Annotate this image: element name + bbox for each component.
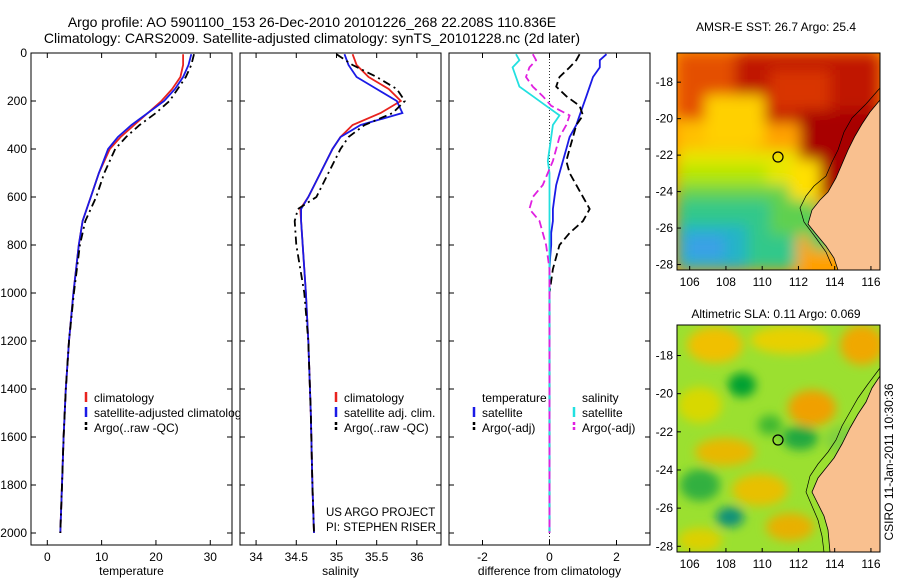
sla_map-ytick-label-0: -18 (656, 349, 674, 363)
salinity-xlabel: salinity (322, 564, 359, 578)
difference-xlabel: difference from climatology (478, 564, 621, 578)
sla_map-xtick-label-0: 106 (680, 557, 700, 571)
depth-tick-label-8: 1600 (0, 430, 27, 444)
sst_map-xtick-label-4: 114 (825, 275, 844, 289)
sst-map-land (807, 98, 881, 271)
sla-map-shelf-contour (805, 367, 881, 553)
temperature-xtick-label-3: 30 (204, 550, 218, 564)
sla_map-ytick-label-5: -28 (656, 539, 674, 553)
project-note-line1: US ARGO PROJECT (326, 507, 435, 519)
depth-tick-label-0: 0 (20, 46, 27, 60)
salinity-legend-label-0: climatology (344, 391, 404, 405)
sla-map-float-marker (772, 434, 784, 446)
sla_map-xtick-label-5: 116 (861, 557, 880, 571)
depth-tick-label-2: 400 (7, 142, 27, 156)
sst-map-shelf-contour (799, 87, 881, 267)
temperature-series-2 (59, 53, 195, 534)
figure-title-line1: Argo profile: AO 5901100_153 26-Dec-2010… (68, 14, 556, 30)
salinity-series-2 (293, 53, 406, 534)
salinity-xtick-label-2: 35 (330, 550, 344, 564)
temperature-frame (30, 52, 233, 546)
sst_map-xtick-label-0: 106 (680, 275, 700, 289)
temperature-legend-label-2: Argo(..raw -QC) (94, 421, 179, 435)
sla_map-ytick-label-4: -26 (656, 501, 674, 515)
difference-xtick-label-0: -2 (477, 550, 488, 564)
sla_map-xtick-label-1: 108 (716, 557, 736, 571)
diff-legend-title-left: temperature (482, 391, 547, 405)
temperature-legend-label-0: climatology (94, 391, 154, 405)
temperature-xtick-label-0: 0 (44, 550, 51, 564)
sla-map-land (811, 374, 881, 553)
depth-tick-label-6: 1200 (0, 334, 27, 348)
sst_map-ytick-label-4: -26 (656, 221, 674, 235)
temperature-panel: 0 10 20 30 temperature 0 200 400 600 800 1000 1200 1… (0, 46, 247, 578)
salinity-legend-label-2: Argo(..raw -QC) (344, 421, 429, 435)
credit-stamp: CSIRO 11-Jan-2011 10:30:36 (882, 383, 896, 540)
depth-tick-label-4: 800 (7, 238, 27, 252)
sst_map-xtick-label-3: 112 (789, 275, 808, 289)
depth-tick-label-10: 2000 (0, 526, 27, 540)
sla-map-frame (676, 324, 881, 553)
sst_map-ytick-label-0: -18 (656, 75, 674, 89)
sst_map-xtick-label-2: 110 (753, 275, 772, 289)
sla_map-xtick-label-3: 112 (789, 557, 808, 571)
sst_map-ytick-label-1: -20 (656, 112, 674, 126)
sla_map-xtick-label-2: 110 (753, 557, 772, 571)
temperature-plot-area (31, 53, 232, 545)
diff-legend-label-2: satellite (582, 406, 623, 420)
temperature-xlabel: temperature (99, 564, 164, 578)
sst_map-ytick-label-5: -28 (656, 258, 674, 272)
salinity-xtick-label-4: 36 (410, 550, 424, 564)
sst-map-float-marker (772, 151, 784, 163)
depth-tick-label-3: 600 (7, 190, 27, 204)
diff-legend-label-3: Argo(-adj) (582, 421, 635, 435)
temperature-xtick-label-2: 20 (149, 550, 163, 564)
diff-legend-label-0: satellite (482, 406, 523, 420)
difference-xtick-label-2: 2 (613, 550, 620, 564)
salinity-plot-area (240, 53, 441, 545)
sst-map-frame (676, 52, 881, 271)
figure-title-line2: Climatology: CARS2009. Satellite-adjuste… (44, 30, 580, 46)
difference-xtick-label-1: 0 (546, 550, 553, 564)
salinity-xtick-label-0: 34 (249, 550, 263, 564)
salinity-xtick-label-3: 35.5 (365, 550, 389, 564)
sst_map-ytick-label-2: -22 (656, 148, 674, 162)
diff-legend-label-1: Argo(-adj) (482, 421, 535, 435)
temperature-legend-label-1: satellite-adjusted climatology (94, 406, 247, 420)
sla_map-xtick-label-4: 114 (825, 557, 844, 571)
sst_map-xtick-label-1: 108 (716, 275, 736, 289)
depth-tick-label-7: 1400 (0, 382, 27, 396)
temperature-xtick-label-1: 10 (95, 550, 109, 564)
sst_map-xtick-label-5: 116 (861, 275, 880, 289)
salinity-frame (239, 52, 442, 546)
sla-map-title: Altimetric SLA: 0.11 Argo: 0.069 (691, 307, 861, 321)
project-note-line2: PI: STEPHEN RISER (326, 522, 436, 534)
salinity-legend-label-1: satellite adj. clim. (344, 406, 435, 420)
difference-series-3 (524, 53, 571, 533)
depth-tick-label-5: 1000 (0, 286, 27, 300)
salinity-xtick-label-1: 34.5 (285, 550, 309, 564)
depth-tick-label-1: 200 (7, 94, 27, 108)
sst_map-ytick-label-3: -24 (656, 185, 674, 199)
sla_map-ytick-label-1: -20 (656, 387, 674, 401)
salinity-panel: 34 34.5 35 35.5 36 salinity climatologysatelli… (239, 52, 442, 578)
diff-legend-title-right: salinity (582, 391, 619, 405)
sla_map-ytick-label-3: -24 (656, 463, 674, 477)
sst-map-title: AMSR-E SST: 26.7 Argo: 25.4 (696, 20, 856, 34)
depth-tick-label-9: 1800 (0, 478, 27, 492)
sla_map-ytick-label-2: -22 (656, 425, 674, 439)
